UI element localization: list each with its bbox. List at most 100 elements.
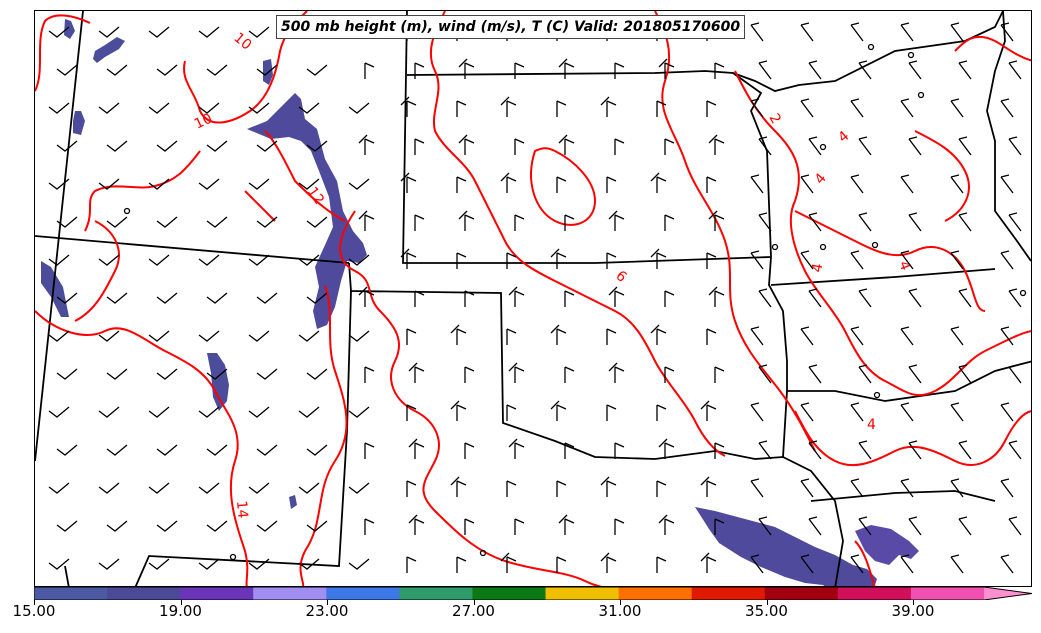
wind-barb-icon xyxy=(656,556,667,573)
contour-label: 4 xyxy=(867,417,876,433)
wind-barb-icon xyxy=(750,478,764,498)
wind-barb-icon xyxy=(658,514,675,535)
wind-barb-icon xyxy=(950,250,964,270)
wind-barb-icon xyxy=(464,518,475,535)
wind-barb-icon xyxy=(558,514,575,535)
wind-barb-icon xyxy=(808,516,822,536)
wind-barb-icon xyxy=(614,518,625,535)
wind-barb-icon xyxy=(558,134,575,155)
wind-barb-icon xyxy=(664,290,675,307)
wind-barb-icon xyxy=(456,100,467,117)
wind-barb-icon xyxy=(808,440,822,460)
wind-barb-icon xyxy=(800,326,814,346)
contour-label: 4 xyxy=(812,170,830,187)
wind-barb-icon xyxy=(500,96,517,117)
wind-barb-icon xyxy=(514,518,525,535)
wind-barb-icon xyxy=(198,26,220,38)
wind-barb-icon xyxy=(750,22,764,42)
wind-barb-icon xyxy=(1000,402,1014,422)
calm-circle-icon xyxy=(819,143,827,151)
wind-barb-icon xyxy=(98,178,120,190)
calm-circle-icon xyxy=(771,243,779,251)
wind-barb-icon xyxy=(606,252,617,269)
wind-barb-icon xyxy=(908,516,922,536)
wind-barb-icon xyxy=(298,178,320,190)
wind-barb-icon xyxy=(206,368,228,380)
wind-barb-icon xyxy=(758,440,772,460)
wind-barb-icon xyxy=(506,252,517,269)
wind-barb-icon xyxy=(850,478,864,498)
wind-barb-icon xyxy=(1008,364,1022,384)
wind-barb-icon xyxy=(198,330,220,342)
colorbar-tick xyxy=(473,600,475,605)
wind-barb-icon xyxy=(950,22,964,42)
wind-barb-icon xyxy=(808,212,822,232)
wind-barb-icon xyxy=(206,64,228,76)
wind-barb-icon xyxy=(198,102,220,114)
wind-barb-icon xyxy=(650,324,667,345)
calm-circle-icon xyxy=(871,241,879,249)
wind-barb-icon xyxy=(248,330,270,342)
wind-barb-icon xyxy=(48,482,70,494)
wind-barb-icon xyxy=(900,402,914,422)
wind-barb-icon xyxy=(348,330,370,342)
wind-barb-icon xyxy=(106,520,128,532)
wind-barb-icon xyxy=(608,210,625,231)
calm-circle-icon xyxy=(229,553,237,561)
wind-barb-icon xyxy=(48,178,70,190)
wind-barb-icon xyxy=(156,216,178,228)
colorbar-tick xyxy=(913,600,914,605)
wind-barb-icon xyxy=(456,556,467,573)
wind-barb-icon xyxy=(414,62,425,79)
wind-barb-icon xyxy=(348,102,370,114)
wind-barb-icon xyxy=(156,292,178,304)
wind-barb-icon xyxy=(800,174,814,194)
wind-barb-icon xyxy=(458,210,475,231)
wind-barb-icon xyxy=(298,254,320,266)
wind-barb-icon xyxy=(958,516,972,536)
wind-barb-icon xyxy=(406,556,417,573)
wind-barb-icon xyxy=(206,520,228,532)
wind-barb-icon xyxy=(248,558,270,570)
wind-barb-icon xyxy=(808,136,822,156)
wind-barb-icon xyxy=(900,98,914,118)
wind-barb-icon xyxy=(198,178,220,190)
wind-barb-icon xyxy=(248,178,270,190)
colorbar-tick xyxy=(34,600,35,605)
colorbar-tick-label: 27.00 xyxy=(452,602,495,620)
wind-barb-icon xyxy=(1000,478,1014,498)
wind-barb-icon xyxy=(106,64,128,76)
wind-barb-icon xyxy=(714,62,725,79)
wind-barb-icon xyxy=(700,476,717,497)
wind-barb-icon xyxy=(148,254,170,266)
wind-barb-icon xyxy=(1008,212,1022,232)
contour-label: 6 xyxy=(612,268,629,286)
wind-barb-icon xyxy=(1008,60,1022,80)
wind-barb-icon xyxy=(664,138,675,155)
wind-barb-icon xyxy=(256,64,278,76)
wind-barb-icon xyxy=(1000,554,1014,574)
wind-barb-icon xyxy=(306,216,328,228)
wind-barb-icon xyxy=(148,330,170,342)
wind-barb-icon xyxy=(608,362,625,383)
state-borders xyxy=(35,11,1031,586)
wind-barb-icon xyxy=(758,212,772,232)
wind-barb-icon xyxy=(850,174,864,194)
wind-barb-icon xyxy=(256,520,278,532)
wind-barb-icon xyxy=(306,520,328,532)
wind-barb-icon xyxy=(606,404,617,421)
wind-barb-icon xyxy=(408,438,425,459)
wind-barb-icon xyxy=(564,290,575,307)
wind-barb-icon xyxy=(614,138,625,155)
wind-barb-icon xyxy=(156,520,178,532)
wind-barb-icon xyxy=(656,404,667,421)
wind-barb-icon xyxy=(858,440,872,460)
wind-barb-icon xyxy=(414,138,425,155)
wind-barb-icon xyxy=(256,216,278,228)
wind-barb-icon xyxy=(908,440,922,460)
wind-barb-icon xyxy=(550,400,567,421)
wind-barb-icon xyxy=(850,22,864,42)
wind-barb-icon xyxy=(148,102,170,114)
wind-barb-icon xyxy=(850,402,864,422)
wind-barb-icon xyxy=(858,136,872,156)
